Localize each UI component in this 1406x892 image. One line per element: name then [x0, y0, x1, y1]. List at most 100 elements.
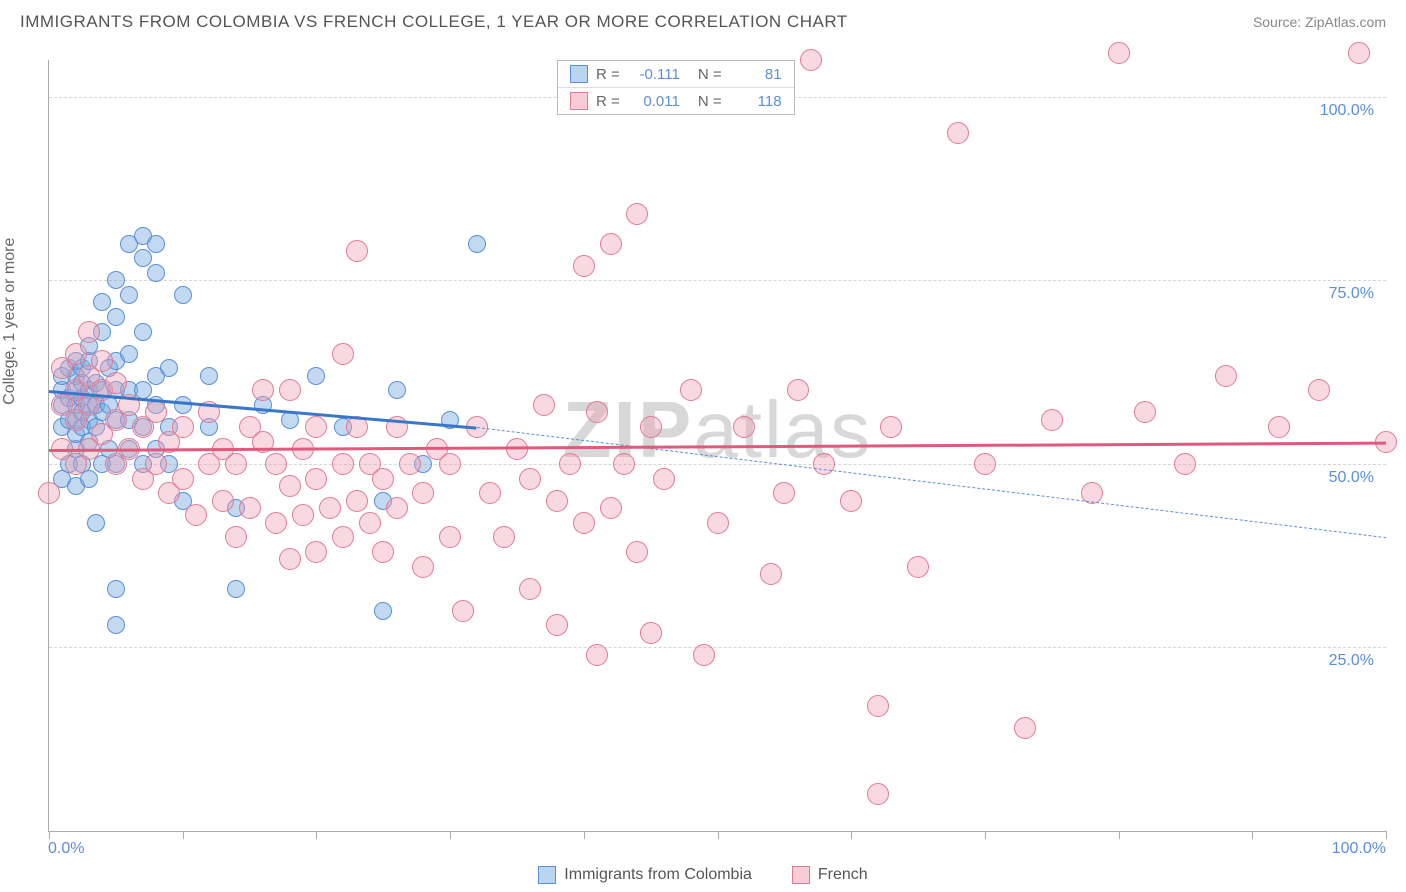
scatter-point-colombia: [134, 249, 152, 267]
scatter-point-french: [613, 453, 635, 475]
r-value: 0.011: [628, 93, 680, 110]
x-axis-max-label: 100.0%: [1332, 840, 1386, 858]
scatter-point-french: [1174, 453, 1196, 475]
y-tick-label: 100.0%: [1316, 102, 1378, 120]
x-tick: [1386, 831, 1387, 839]
chart-header: IMMIGRANTS FROM COLOMBIA VS FRENCH COLLE…: [0, 0, 1406, 40]
scatter-point-french: [880, 416, 902, 438]
scatter-point-french: [559, 453, 581, 475]
scatter-point-french: [573, 512, 595, 534]
scatter-point-colombia: [468, 235, 486, 253]
scatter-point-french: [439, 526, 461, 548]
scatter-point-french: [265, 512, 287, 534]
x-axis-min-label: 0.0%: [48, 840, 84, 858]
scatter-point-french: [332, 343, 354, 365]
scatter-point-french: [412, 556, 434, 578]
r-label: R =: [596, 66, 620, 83]
scatter-point-french: [787, 379, 809, 401]
x-tick: [450, 831, 451, 839]
scatter-point-french: [519, 578, 541, 600]
series-legend: Immigrants from Colombia French: [0, 866, 1406, 884]
watermark-atlas: atlas: [693, 385, 872, 474]
scatter-point-french: [626, 541, 648, 563]
scatter-point-french: [412, 482, 434, 504]
scatter-point-french: [1014, 717, 1036, 739]
x-tick: [1119, 831, 1120, 839]
scatter-point-colombia: [174, 396, 192, 414]
scatter-point-french: [773, 482, 795, 504]
scatter-point-french: [947, 122, 969, 144]
correlation-legend-panel: R = -0.111 N = 81 R = 0.011 N = 118: [557, 60, 795, 115]
scatter-point-french: [399, 453, 421, 475]
y-tick-label: 75.0%: [1325, 285, 1378, 303]
scatter-point-french: [91, 350, 113, 372]
scatter-point-french: [640, 416, 662, 438]
scatter-point-french: [546, 490, 568, 512]
scatter-point-french: [305, 541, 327, 563]
r-label: R =: [596, 93, 620, 110]
scatter-point-french: [707, 512, 729, 534]
scatter-point-french: [172, 416, 194, 438]
scatter-point-colombia: [227, 580, 245, 598]
n-label: N =: [698, 93, 722, 110]
legend-label: French: [818, 866, 868, 884]
grid-line: [49, 647, 1386, 648]
scatter-point-french: [586, 644, 608, 666]
scatter-point-french: [319, 497, 341, 519]
scatter-point-french: [372, 468, 394, 490]
scatter-point-french: [185, 504, 207, 526]
scatter-point-french: [279, 475, 301, 497]
y-tick-label: 25.0%: [1325, 652, 1378, 670]
scatter-point-french: [693, 644, 715, 666]
y-axis-title: College, 1 year or more: [1, 238, 19, 405]
scatter-point-french: [533, 394, 555, 416]
scatter-point-french: [332, 526, 354, 548]
scatter-point-colombia: [374, 602, 392, 620]
scatter-point-french: [346, 490, 368, 512]
scatter-point-french: [305, 416, 327, 438]
scatter-point-french: [332, 453, 354, 475]
legend-swatch: [538, 866, 556, 884]
scatter-point-french: [493, 526, 515, 548]
scatter-point-french: [600, 233, 622, 255]
scatter-point-colombia: [107, 271, 125, 289]
n-value: 118: [730, 93, 782, 110]
scatter-point-french: [586, 401, 608, 423]
scatter-point-french: [265, 453, 287, 475]
scatter-point-french: [145, 401, 167, 423]
scatter-point-french: [252, 379, 274, 401]
scatter-point-french: [372, 541, 394, 563]
x-tick: [316, 831, 317, 839]
x-tick: [1252, 831, 1253, 839]
x-tick: [718, 831, 719, 839]
scatter-point-french: [1308, 379, 1330, 401]
scatter-point-french: [974, 453, 996, 475]
scatter-point-french: [813, 453, 835, 475]
r-value: -0.111: [628, 66, 680, 83]
scatter-point-colombia: [107, 580, 125, 598]
scatter-point-french: [279, 379, 301, 401]
scatter-point-french: [145, 453, 167, 475]
scatter-point-french: [867, 783, 889, 805]
legend-label: Immigrants from Colombia: [564, 866, 752, 884]
scatter-point-french: [359, 512, 381, 534]
scatter-point-french: [78, 321, 100, 343]
n-value: 81: [730, 66, 782, 83]
scatter-point-french: [1348, 42, 1370, 64]
scatter-point-french: [760, 563, 782, 585]
legend-swatch: [792, 866, 810, 884]
scatter-point-french: [867, 695, 889, 717]
scatter-point-french: [279, 548, 301, 570]
x-tick: [584, 831, 585, 839]
scatter-point-french: [1041, 409, 1063, 431]
scatter-point-french: [212, 490, 234, 512]
n-label: N =: [698, 66, 722, 83]
scatter-point-french: [653, 468, 675, 490]
scatter-point-french: [225, 453, 247, 475]
scatter-point-french: [239, 497, 261, 519]
scatter-point-french: [292, 504, 314, 526]
x-tick: [49, 831, 50, 839]
scatter-point-french: [346, 240, 368, 262]
grid-line: [49, 280, 1386, 281]
scatter-point-french: [305, 468, 327, 490]
